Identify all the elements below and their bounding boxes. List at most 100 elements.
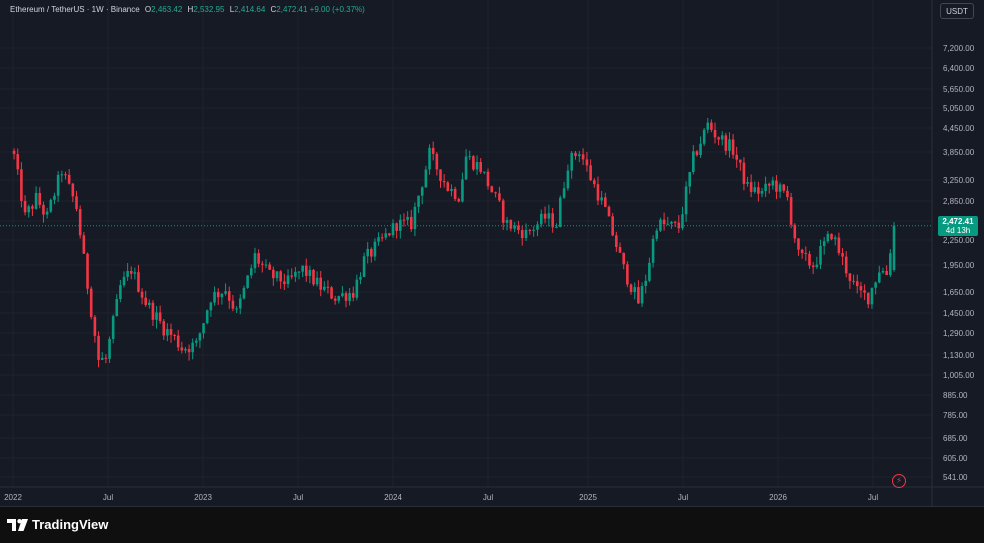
candle[interactable] (216, 288, 220, 305)
candle[interactable] (184, 346, 187, 354)
candlestick-chart[interactable]: 7,200.00 6,400.00 5,650.00 5,050.00 4,450.00… (0, 0, 984, 506)
candle[interactable] (666, 216, 670, 226)
candle[interactable] (604, 192, 607, 208)
candle[interactable] (699, 136, 702, 159)
candle[interactable] (377, 232, 380, 246)
candle[interactable] (249, 264, 253, 279)
candle[interactable] (119, 279, 122, 303)
candle[interactable] (592, 178, 596, 188)
candle[interactable] (513, 222, 516, 233)
candle[interactable] (498, 186, 501, 203)
candle[interactable] (355, 274, 359, 301)
candle[interactable] (406, 211, 409, 226)
candle[interactable] (874, 281, 877, 295)
candle[interactable] (235, 306, 238, 313)
candle[interactable] (279, 269, 282, 289)
candle[interactable] (655, 228, 659, 242)
candle[interactable] (330, 286, 333, 300)
candle[interactable] (618, 242, 622, 253)
candle[interactable] (713, 122, 717, 144)
candle[interactable] (380, 233, 384, 242)
candle[interactable] (524, 223, 528, 241)
candle[interactable] (468, 150, 472, 161)
candle[interactable] (611, 212, 614, 237)
candle[interactable] (38, 187, 42, 209)
candle[interactable] (227, 286, 231, 309)
candle[interactable] (341, 286, 344, 298)
candle[interactable] (760, 187, 764, 198)
candle[interactable] (644, 274, 648, 294)
candle[interactable] (16, 148, 20, 175)
candle[interactable] (104, 354, 108, 364)
candle[interactable] (140, 288, 144, 305)
candle[interactable] (728, 132, 731, 158)
candle[interactable] (662, 212, 666, 231)
candle[interactable] (483, 171, 486, 175)
candle[interactable] (169, 323, 173, 343)
candle[interactable] (457, 197, 461, 203)
candle[interactable] (56, 171, 60, 202)
candle[interactable] (97, 331, 100, 368)
candle[interactable] (261, 260, 264, 273)
candle[interactable] (826, 231, 830, 244)
candle[interactable] (333, 295, 337, 305)
candle[interactable] (264, 259, 268, 269)
candle[interactable] (626, 261, 629, 288)
symbol-title[interactable]: Ethereum / TetherUS · 1W · Binance (10, 5, 140, 14)
candle[interactable] (198, 332, 202, 349)
candle[interactable] (122, 271, 126, 288)
candle[interactable] (34, 186, 38, 210)
alert-lightning-icon[interactable]: ⚡ (892, 474, 906, 488)
candle[interactable] (27, 204, 31, 218)
candle[interactable] (539, 209, 543, 228)
candle[interactable] (600, 190, 603, 205)
candle[interactable] (205, 309, 209, 325)
candle[interactable] (578, 151, 581, 163)
candle[interactable] (819, 239, 822, 270)
candle[interactable] (20, 162, 23, 208)
candle[interactable] (176, 329, 180, 352)
candle[interactable] (213, 286, 216, 306)
candle[interactable] (684, 181, 688, 222)
candle[interactable] (75, 190, 78, 212)
candle[interactable] (388, 232, 391, 237)
candle[interactable] (420, 186, 424, 205)
candle[interactable] (501, 198, 505, 230)
candle[interactable] (852, 274, 855, 285)
candle[interactable] (811, 261, 815, 275)
candle[interactable] (231, 294, 235, 312)
candle[interactable] (93, 315, 97, 343)
candle[interactable] (775, 175, 778, 200)
candle[interactable] (640, 282, 644, 307)
candle[interactable] (362, 252, 366, 278)
candle[interactable] (746, 176, 749, 187)
candle[interactable] (439, 169, 442, 188)
candle[interactable] (494, 191, 497, 198)
candle[interactable] (304, 258, 308, 282)
candle[interactable] (543, 206, 547, 224)
candle[interactable] (881, 267, 885, 274)
candle[interactable] (209, 301, 213, 317)
candle[interactable] (771, 176, 775, 190)
candle[interactable] (778, 182, 782, 199)
candle[interactable] (596, 176, 600, 206)
candle[interactable] (144, 290, 147, 307)
candle[interactable] (428, 144, 431, 175)
candle[interactable] (764, 176, 767, 197)
candle[interactable] (191, 338, 194, 360)
candle[interactable] (42, 201, 45, 223)
candle[interactable] (585, 151, 589, 172)
candle[interactable] (815, 256, 819, 269)
candle[interactable] (268, 262, 271, 271)
candle[interactable] (238, 294, 242, 315)
candle[interactable] (242, 285, 246, 300)
candle[interactable] (841, 247, 844, 266)
candle[interactable] (837, 232, 841, 256)
candle[interactable] (286, 269, 290, 288)
candle[interactable] (532, 226, 535, 237)
candle[interactable] (677, 215, 681, 233)
candle[interactable] (464, 149, 468, 180)
candle[interactable] (290, 268, 294, 280)
candle[interactable] (877, 265, 881, 284)
candle[interactable] (453, 186, 457, 202)
